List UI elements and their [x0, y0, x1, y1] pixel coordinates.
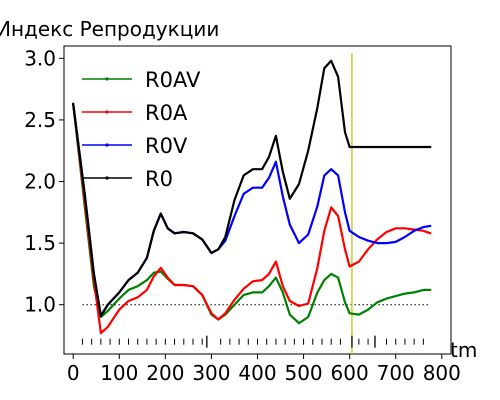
legend-marker: [105, 176, 109, 180]
event-marker-layer: [81, 335, 424, 348]
series-line-r0a: [72, 102, 432, 335]
x-axis: 0 100 200 300 400 500 600 700 800: [67, 354, 461, 385]
x-tick-label: 700: [377, 361, 415, 385]
legend-label: R0: [145, 167, 173, 191]
legend: R0AV R0A R0V R0: [82, 68, 201, 191]
x-tick-label: 800: [423, 361, 461, 385]
plot-area: [63, 45, 452, 355]
x-tick-label: 200: [146, 361, 184, 385]
series-layer: [72, 59, 432, 335]
series-line-r0: [72, 59, 432, 317]
legend-marker: [105, 143, 109, 147]
legend-label: R0A: [145, 101, 188, 125]
y-tick-label: 3.0: [24, 46, 56, 70]
series-line-r0av: [72, 102, 432, 325]
chart-title: Индекс Репродукции: [0, 17, 219, 41]
reference-layer: [82, 53, 428, 354]
legend-marker: [105, 110, 109, 114]
y-tick-label: 2.5: [24, 108, 56, 132]
legend-marker: [105, 77, 109, 81]
y-tick-label: 1.0: [24, 293, 56, 317]
x-tick-label: 0: [67, 361, 80, 385]
y-tick-label: 1.5: [24, 231, 56, 255]
x-tick-label: 100: [100, 361, 138, 385]
legend-label: R0AV: [145, 68, 201, 92]
legend-label: R0V: [145, 134, 188, 158]
x-tick-label: 300: [192, 361, 230, 385]
y-axis: 1.0 1.5 2.0 2.5 3.0: [24, 46, 64, 317]
x-tick-label: 600: [331, 361, 369, 385]
y-tick-label: 2.0: [24, 170, 56, 194]
x-tick-label: 400: [238, 361, 276, 385]
x-axis-label: tm: [450, 338, 477, 362]
x-tick-label: 500: [284, 361, 322, 385]
